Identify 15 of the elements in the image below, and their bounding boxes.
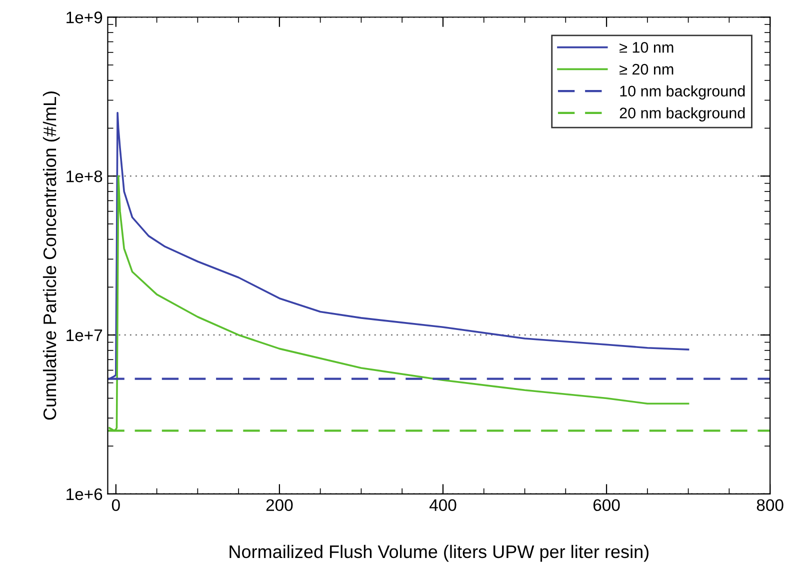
y-tick-label: 1e+8 bbox=[66, 170, 102, 182]
x-tick-label: 200 bbox=[266, 499, 293, 512]
x-tick-label: 400 bbox=[429, 499, 456, 512]
y-axis-title: Cumulative Particle Concentration (#/mL) bbox=[42, 92, 60, 420]
legend-label: ≥ 10 nm bbox=[620, 42, 674, 53]
legend-label: ≥ 20 nm bbox=[620, 64, 674, 75]
x-tick-label: 800 bbox=[756, 499, 784, 512]
y-tick-label: 1e+6 bbox=[66, 488, 102, 500]
x-tick-label: 0 bbox=[112, 499, 120, 512]
x-axis-title: Normailized Flush Volume (liters UPW per liter resin) bbox=[230, 544, 648, 562]
legend-label: 10 nm background bbox=[620, 85, 745, 100]
y-tick-label: 1e+9 bbox=[66, 12, 102, 24]
y-tick-label: 1e+7 bbox=[66, 330, 102, 342]
x-tick-label: 600 bbox=[593, 499, 620, 512]
legend-label: 20 nm background bbox=[620, 107, 745, 122]
